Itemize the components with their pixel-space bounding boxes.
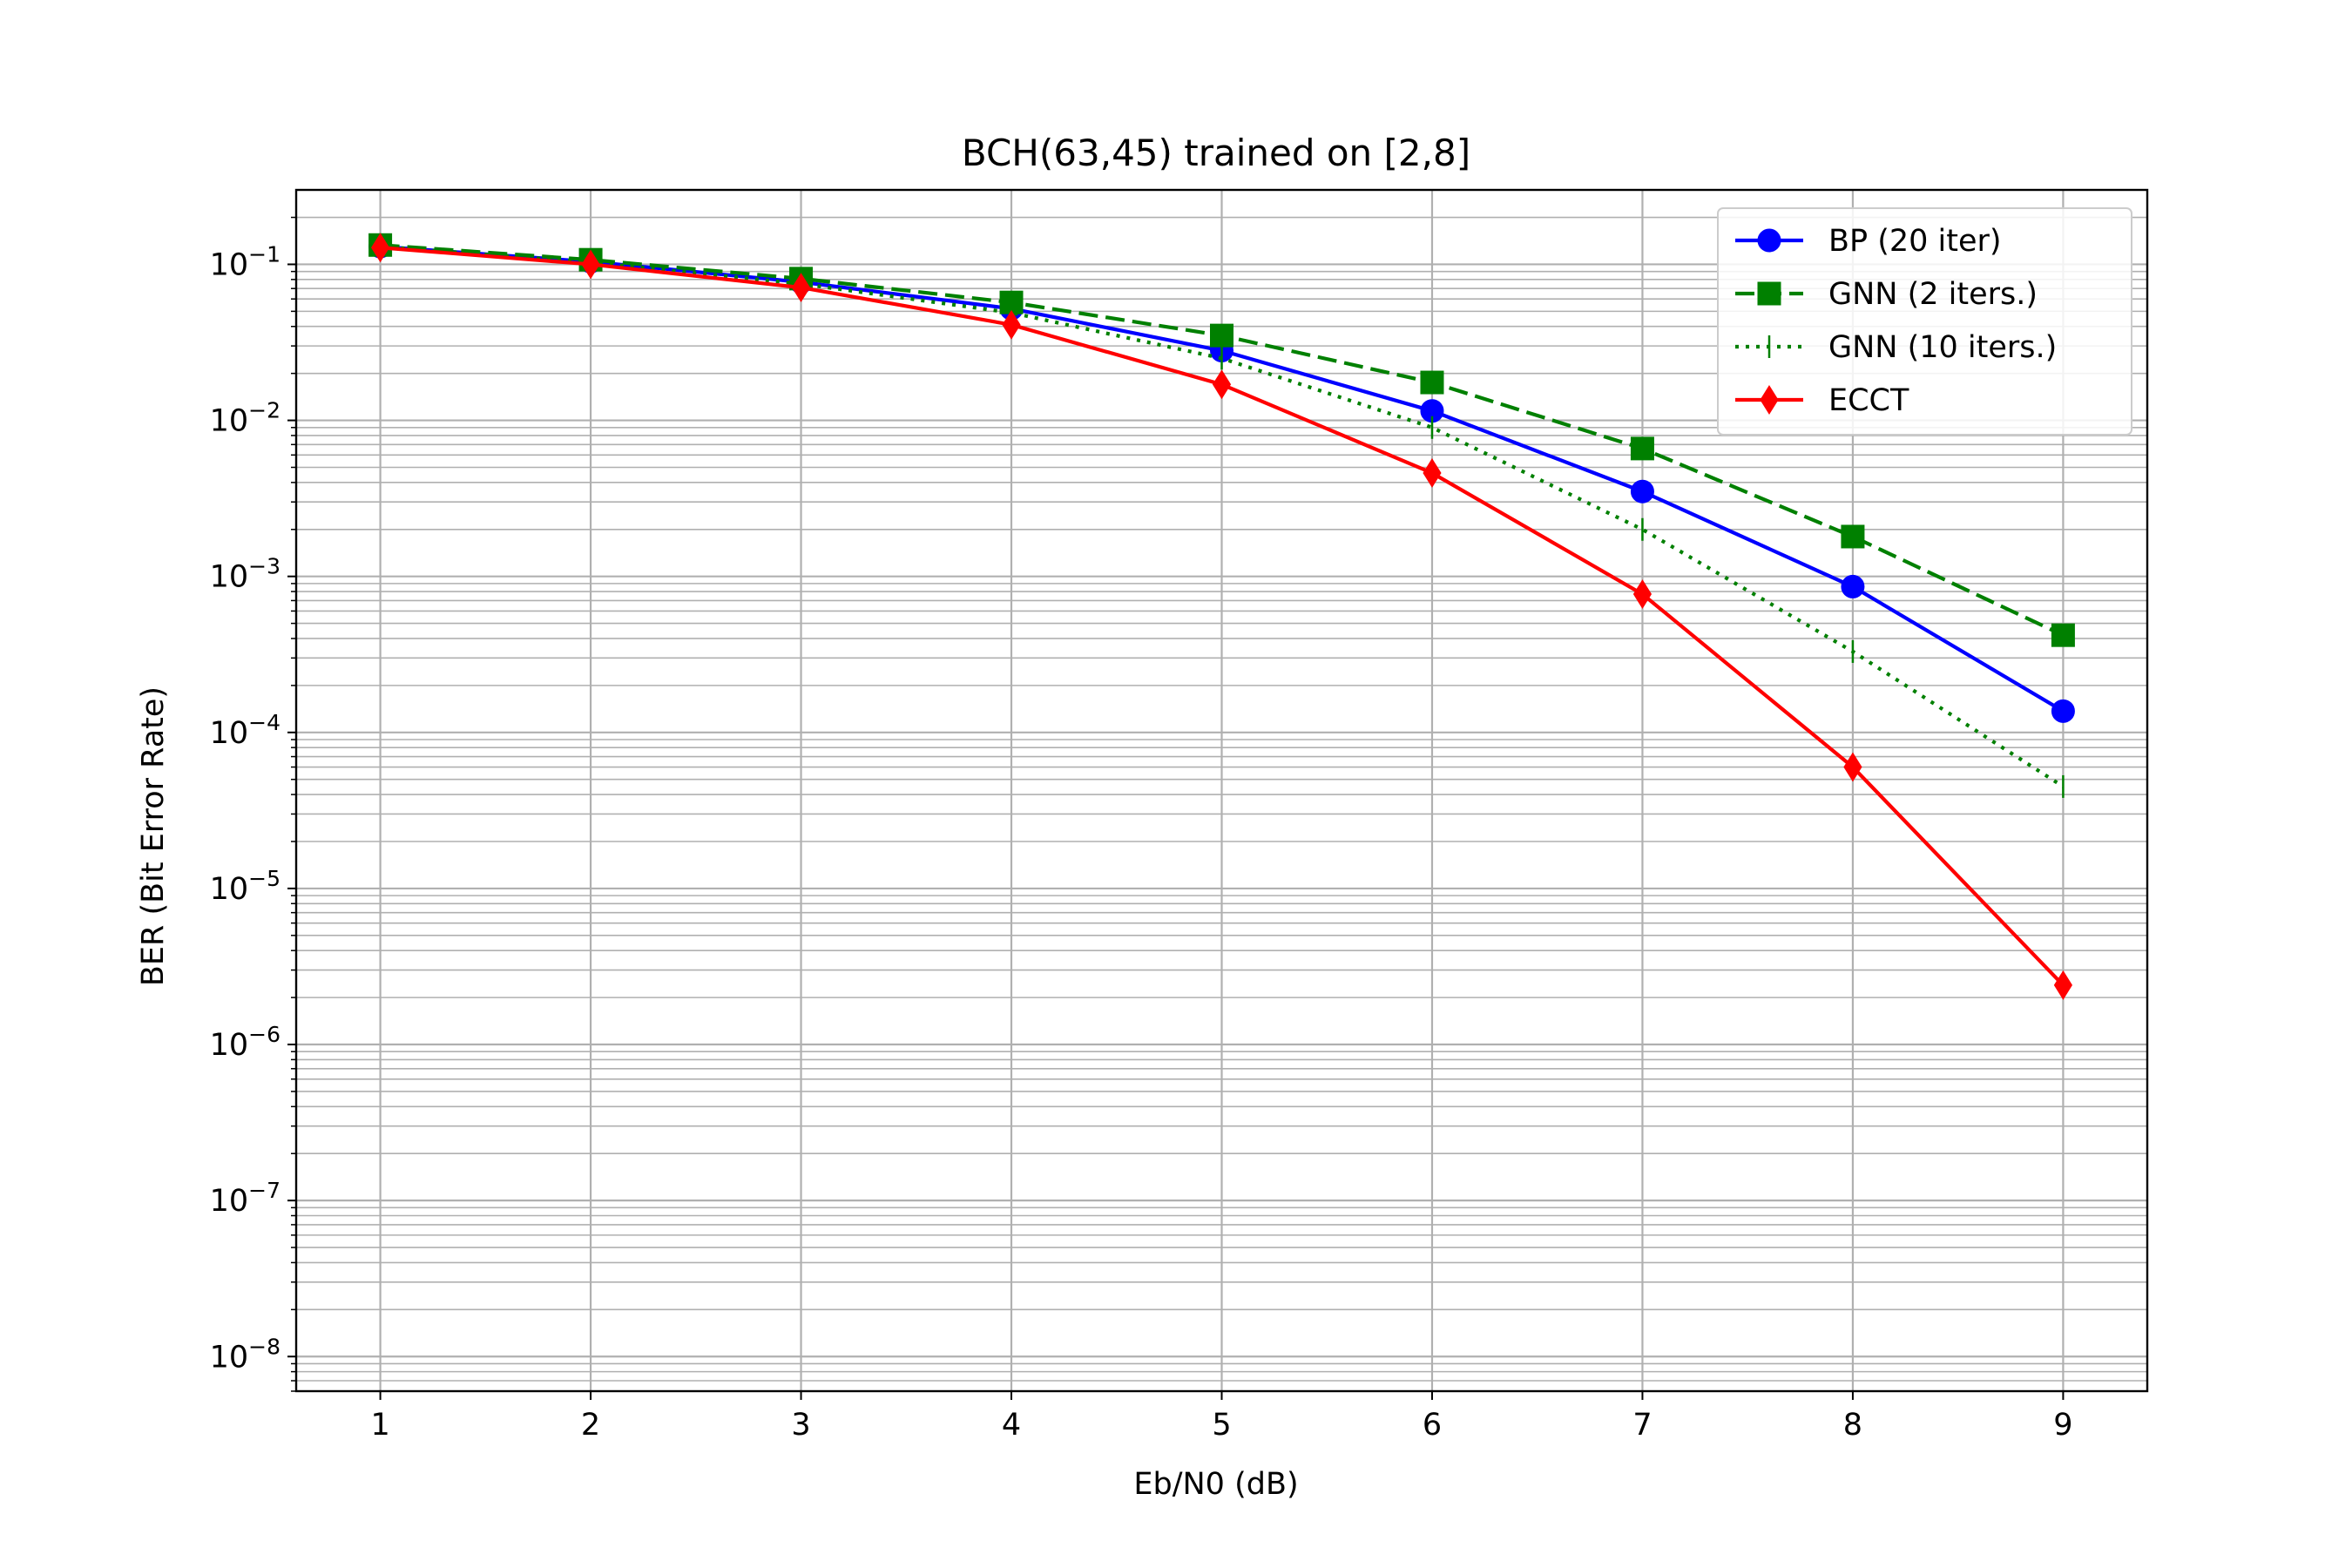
diamond-marker (1002, 309, 1021, 340)
circle-marker (2051, 699, 2075, 723)
legend-entry-0: BP (20 iter) (1735, 224, 2002, 259)
y-tick-label: 10−3 (210, 554, 280, 595)
y-tick-label: 10−5 (210, 866, 280, 907)
diamond-marker (1760, 385, 1779, 415)
legend-entry-1: GNN (2 iters.) (1735, 277, 2038, 312)
axes-layer: 1 2 3 4 5 6 7 8 9 10−1 10−2 10−3 10−4 10−5 10−6 10−7 10−… (210, 188, 2149, 1443)
diamond-marker (581, 249, 600, 280)
square-marker (2051, 623, 2075, 647)
y-axis-label: BER (Bit Error Rate) (136, 686, 171, 986)
square-marker (1630, 436, 1654, 461)
circle-marker (1630, 479, 1654, 504)
x-tick-label: 9 (2053, 1408, 2072, 1443)
diamond-marker (1843, 752, 1862, 782)
x-tick-label: 2 (581, 1408, 600, 1443)
y-tick-label: 10−1 (210, 241, 280, 282)
series-1 (368, 233, 2075, 647)
diamond-marker (1423, 458, 1442, 488)
x-tick-label: 7 (1632, 1408, 1652, 1443)
legend-entry-2: GNN (10 iters.) (1735, 330, 2057, 365)
y-tick-label: 10−2 (210, 398, 280, 439)
diamond-marker (2053, 970, 2072, 1000)
x-tick-label: 5 (1212, 1408, 1231, 1443)
grid-layer (296, 190, 2147, 1392)
legend-entry-3: ECCT (1735, 383, 1909, 418)
legend-label: GNN (2 iters.) (1828, 277, 2038, 312)
circle-marker (1757, 228, 1781, 253)
x-tick-label: 6 (1423, 1408, 1442, 1443)
square-marker (1757, 281, 1781, 306)
series-3 (371, 233, 2072, 1000)
circle-marker (1841, 574, 1865, 598)
square-marker (1841, 524, 1865, 549)
diamond-marker (791, 273, 811, 303)
legend-label: ECCT (1828, 383, 1909, 418)
x-tick-label: 1 (370, 1408, 389, 1443)
diamond-marker (1212, 369, 1232, 400)
legend: BP (20 iter) GNN (2 iters.) GNN (10 iters.… (1717, 207, 2132, 436)
square-marker (1420, 370, 1444, 395)
series-layer (368, 233, 2075, 1000)
x-tick-label: 8 (1843, 1408, 1862, 1443)
square-marker (1210, 323, 1233, 348)
x-tick-label: 3 (791, 1408, 810, 1443)
diamond-marker (371, 233, 390, 263)
legend-label: BP (20 iter) (1828, 224, 2002, 259)
diamond-marker (1632, 579, 1652, 609)
y-tick-label: 10−7 (210, 1178, 280, 1219)
y-tick-label: 10−8 (210, 1334, 280, 1375)
legend-label: GNN (10 iters.) (1828, 330, 2057, 365)
x-axis-label: Eb/N0 (dB) (1133, 1467, 1298, 1502)
chart-title: BCH(63,45) trained on [2,8] (962, 132, 1470, 174)
y-tick-label: 10−6 (210, 1022, 280, 1063)
legend-box (1717, 207, 2132, 436)
x-tick-label: 4 (1002, 1408, 1021, 1443)
y-tick-label: 10−4 (210, 710, 280, 751)
